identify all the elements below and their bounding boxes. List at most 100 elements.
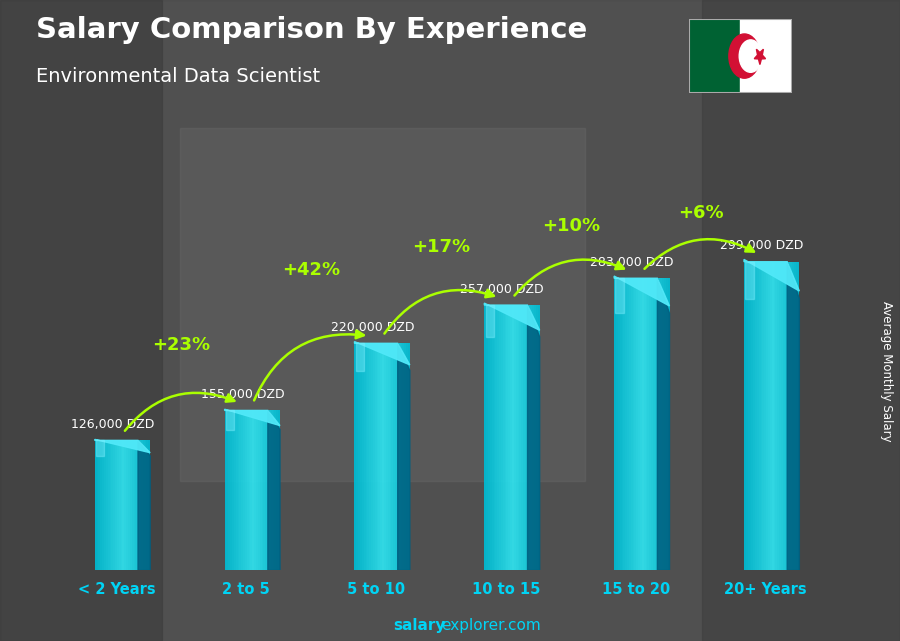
Bar [688, 19, 740, 93]
Bar [525, 305, 526, 570]
Text: 126,000 DZD: 126,000 DZD [71, 418, 155, 431]
Bar [147, 440, 149, 570]
Bar [516, 305, 517, 570]
Bar [276, 410, 278, 570]
Bar [503, 305, 505, 570]
Bar [393, 344, 395, 570]
Bar [794, 262, 796, 570]
Bar [783, 262, 785, 570]
Bar [797, 262, 799, 570]
Bar [108, 440, 110, 570]
Bar [495, 305, 497, 570]
Bar [666, 278, 668, 570]
Bar [269, 410, 271, 570]
Bar [135, 440, 137, 570]
Text: 257,000 DZD: 257,000 DZD [461, 283, 544, 296]
Text: Average Monthly Salary: Average Monthly Salary [880, 301, 893, 442]
Bar [792, 262, 794, 570]
Bar [274, 410, 276, 570]
Bar [521, 305, 523, 570]
Bar [115, 440, 117, 570]
Bar [267, 410, 269, 570]
Bar [538, 305, 540, 570]
Bar [94, 440, 96, 570]
Bar [245, 410, 247, 570]
Bar [392, 344, 393, 570]
Bar [500, 305, 501, 570]
Bar [96, 440, 98, 570]
Bar [362, 344, 364, 570]
Bar [247, 410, 248, 570]
Bar [640, 278, 642, 570]
Bar [112, 440, 113, 570]
Bar [787, 262, 788, 570]
Bar [258, 410, 260, 570]
Bar [764, 262, 766, 570]
Bar [0, 0, 162, 641]
Bar [519, 305, 521, 570]
Text: 220,000 DZD: 220,000 DZD [330, 321, 414, 334]
Bar [702, 0, 900, 641]
Bar [644, 278, 645, 570]
Bar [388, 344, 390, 570]
Bar [532, 305, 534, 570]
Bar [110, 440, 112, 570]
Bar [128, 440, 130, 570]
Bar [148, 440, 150, 570]
Bar [659, 278, 661, 570]
Bar [746, 262, 748, 570]
Bar [137, 440, 139, 570]
Bar [616, 278, 617, 570]
Bar [119, 440, 121, 570]
Bar [376, 344, 379, 570]
Bar [505, 305, 507, 570]
Bar [523, 305, 525, 570]
Bar [367, 344, 369, 570]
Bar [760, 262, 762, 570]
Bar [627, 278, 629, 570]
Bar [100, 440, 103, 570]
Bar [745, 262, 753, 299]
Text: salary: salary [393, 619, 446, 633]
Bar [121, 440, 122, 570]
Text: 283,000 DZD: 283,000 DZD [590, 256, 674, 269]
Bar [278, 410, 280, 570]
Bar [243, 410, 245, 570]
Polygon shape [788, 262, 799, 570]
Bar [395, 344, 397, 570]
Bar [140, 440, 141, 570]
Bar [229, 410, 230, 570]
Bar [645, 278, 647, 570]
Circle shape [729, 34, 760, 78]
Bar [657, 278, 659, 570]
Bar [654, 278, 657, 570]
Bar [518, 305, 519, 570]
Bar [629, 278, 631, 570]
Bar [103, 440, 104, 570]
Bar [530, 305, 532, 570]
Polygon shape [484, 303, 540, 330]
Bar [624, 278, 625, 570]
Bar [631, 278, 633, 570]
Polygon shape [398, 344, 410, 570]
Bar [143, 440, 145, 570]
Bar [755, 262, 757, 570]
Bar [400, 344, 402, 570]
Bar [766, 262, 768, 570]
Bar [790, 262, 792, 570]
Bar [501, 305, 503, 570]
Bar [356, 344, 358, 570]
Bar [770, 262, 771, 570]
Polygon shape [657, 278, 670, 570]
Bar [381, 344, 382, 570]
Bar [662, 278, 664, 570]
Bar [512, 305, 514, 570]
Bar [397, 344, 399, 570]
Bar [486, 305, 488, 570]
Bar [636, 278, 638, 570]
Bar [355, 344, 356, 570]
Bar [408, 344, 410, 570]
Bar [617, 278, 620, 570]
Bar [402, 344, 404, 570]
Bar [141, 440, 143, 570]
